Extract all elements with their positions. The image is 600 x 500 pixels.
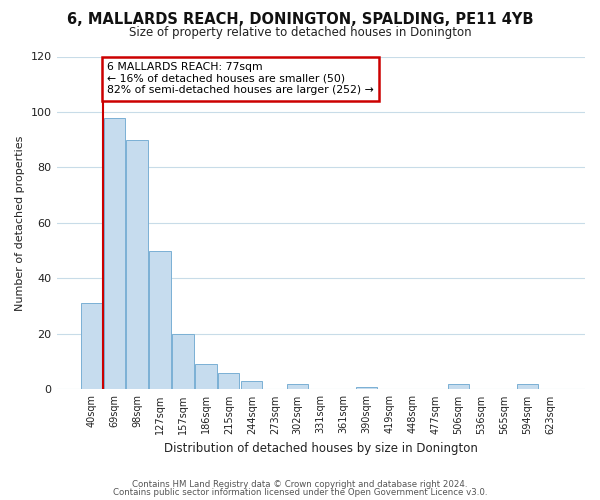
Bar [172,334,194,390]
Text: 6, MALLARDS REACH, DONINGTON, SPALDING, PE11 4YB: 6, MALLARDS REACH, DONINGTON, SPALDING, … [67,12,533,28]
Bar [517,384,538,390]
Bar [356,386,377,390]
Y-axis label: Number of detached properties: Number of detached properties [15,136,25,310]
Bar [149,250,170,390]
Bar [218,373,239,390]
Bar [196,364,217,390]
Bar [448,384,469,390]
Text: Contains HM Land Registry data © Crown copyright and database right 2024.: Contains HM Land Registry data © Crown c… [132,480,468,489]
Bar [80,304,101,390]
Text: Size of property relative to detached houses in Donington: Size of property relative to detached ho… [128,26,472,39]
Bar [241,381,262,390]
X-axis label: Distribution of detached houses by size in Donington: Distribution of detached houses by size … [164,442,478,455]
Text: 6 MALLARDS REACH: 77sqm
← 16% of detached houses are smaller (50)
82% of semi-de: 6 MALLARDS REACH: 77sqm ← 16% of detache… [107,62,374,95]
Bar [104,118,125,390]
Bar [127,140,148,390]
Text: Contains public sector information licensed under the Open Government Licence v3: Contains public sector information licen… [113,488,487,497]
Bar [287,384,308,390]
